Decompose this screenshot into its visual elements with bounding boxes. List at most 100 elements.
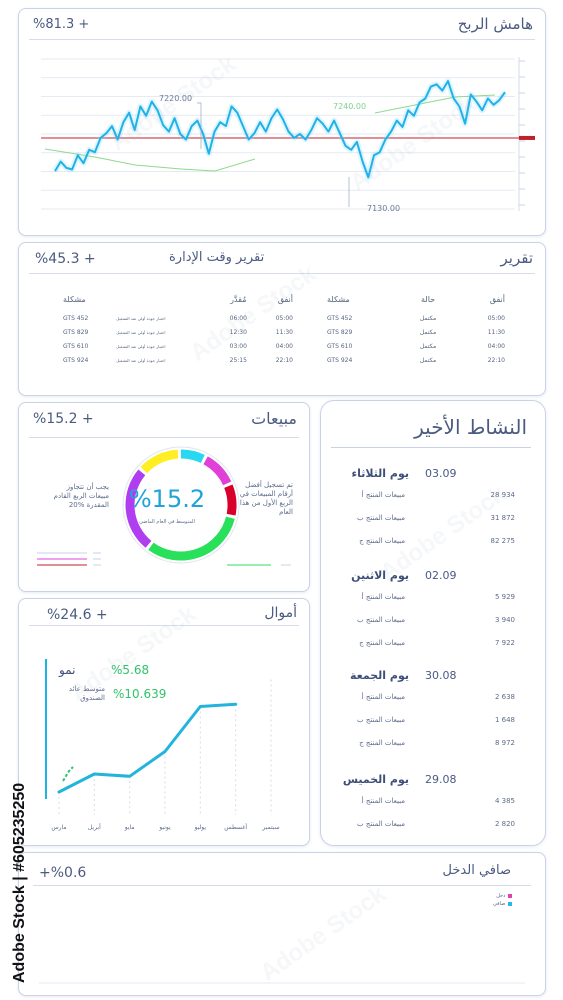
donut-slice [140, 449, 179, 474]
activity-row-label: مبيعات المنتج ج [359, 639, 405, 647]
list-item: مبيعات المنتج ب 31 872 [321, 514, 545, 524]
income-divider [33, 885, 531, 886]
sales-donut [37, 446, 291, 566]
cell-spent: 22:10 [275, 356, 293, 364]
cell-estimated: 06:00 [229, 314, 247, 322]
cell-issue: GTS 610 [327, 342, 353, 350]
report-panel: تقرير تقرير وقت الإدارة %45.3 + مشكلة مُ… [18, 242, 546, 396]
list-item: مبيعات المنتج ب 3 940 [321, 616, 545, 626]
x-tick-label: مايو [124, 824, 135, 831]
donut-slice [125, 469, 152, 548]
funds-growth-label: نمو [59, 663, 76, 677]
series-line [57, 702, 238, 794]
annotation-label: 7220.00 [159, 94, 192, 103]
cell-spent: 11:30 [487, 328, 505, 336]
activity-title: النشاط الأخير [414, 415, 527, 439]
funds-growth-value: %5.68 [111, 663, 150, 677]
x-tick-label: أبريل [88, 823, 101, 831]
cell-spent: 11:30 [275, 328, 293, 336]
income-legend: دخل صافي [493, 893, 513, 907]
sales-left-note: يجب أن تتجاوز مبيعات الربع القادم المقدر… [53, 483, 109, 509]
activity-divider [331, 447, 531, 448]
donut-slice [203, 456, 232, 486]
sales-title: مبيعات [251, 409, 297, 428]
report-table-left: مشكلة مُقدَّر أنفق GTS 452 اختبار جودة أ… [63, 287, 293, 367]
cell-desc: اختبار جودة أولي عند التشغيل [116, 357, 166, 363]
table-row[interactable]: GTS 452 مكتمل 05:00 [327, 311, 505, 325]
list-item: مبيعات المنتج ب 2 820 [321, 820, 545, 830]
cell-spent: 04:00 [487, 342, 505, 350]
profit-panel: هامش الربح %81.3 + 7220.00 7240.00 7130.00 [18, 8, 546, 236]
activity-row-label: مبيعات المنتج أ [361, 797, 405, 805]
stock-watermark: Adobe Stock | #605235250 [11, 782, 28, 983]
annotation-leader [197, 102, 202, 149]
activity-row-label: مبيعات المنتج أ [361, 593, 405, 601]
cell-desc: اختبار جودة أولي عند التشغيل [116, 343, 166, 349]
table-row[interactable]: GTS 924 مكتمل 22:10 [327, 353, 505, 367]
trend-line [374, 94, 496, 114]
sales-right-note: تم تسجيل أفضل أرقام المبيعات في الربع ال… [239, 481, 293, 516]
report-value: %45.3 + [35, 251, 96, 267]
activity-date: 30.08 [425, 669, 457, 682]
table-row[interactable]: GTS 452 اختبار جودة أولي عند التشغيل 06:… [63, 311, 293, 325]
activity-day-name: يوم الخميس [342, 773, 409, 786]
table-row[interactable]: GTS 610 مكتمل 04:00 [327, 339, 505, 353]
cell-spent: 05:00 [487, 314, 505, 322]
legend-item: دخل [493, 893, 513, 899]
funds-avg-value: %10.639 [113, 687, 167, 701]
cell-estimated: 25:15 [229, 356, 247, 364]
annotation-label: 7240.00 [333, 102, 366, 111]
cell-issue: GTS 452 [63, 314, 89, 322]
col-spent: أنفق [489, 294, 505, 304]
funds-title: أموال [264, 605, 297, 621]
list-item: مبيعات المنتج ج 7 922 [321, 639, 545, 649]
table-row[interactable]: GTS 610 اختبار جودة أولي عند التشغيل 03:… [63, 339, 293, 353]
col-status: حالة [420, 294, 436, 304]
report-title: تقرير [500, 249, 534, 267]
activity-row-value: 2 820 [494, 820, 515, 828]
list-item: مبيعات المنتج ج 82 275 [321, 537, 545, 547]
cell-estimated: 03:00 [229, 342, 247, 350]
legend-item: صافي [493, 901, 513, 907]
sales-value: %15.2 + [33, 411, 94, 427]
cell-issue: GTS 610 [63, 342, 89, 350]
list-item: مبيعات المنتج أ 5 929 [321, 593, 545, 603]
funds-panel: أموال %24.6 + نمو %5.68 متوسط عائد الصند… [18, 598, 310, 846]
activity-day-name: يوم الثلاثاء [351, 467, 409, 480]
activity-row-label: مبيعات المنتج ب [357, 616, 405, 624]
col-issue: مشكلة [327, 294, 350, 304]
x-tick-label: سبتمبر [261, 824, 279, 831]
col-issue: مشكلة [63, 294, 86, 304]
activity-row-value: 28 934 [490, 491, 516, 499]
report-divider [29, 273, 535, 274]
cell-spent: 04:00 [275, 342, 293, 350]
activity-day-name: يوم الجمعة [349, 669, 409, 682]
sales-panel: مبيعات %15.2 + يجب أن تتجاوز مبيعات الرب… [18, 402, 310, 592]
legend-label: صافي [493, 901, 506, 907]
funds-avg-label: متوسط عائد الصندوق [68, 685, 105, 702]
donut-slice [148, 516, 235, 561]
activity-row-value: 5 929 [494, 593, 515, 601]
table-row[interactable]: GTS 924 اختبار جودة أولي عند التشغيل 25:… [63, 353, 293, 367]
activity-date: 02.09 [425, 569, 457, 582]
table-row[interactable]: GTS 829 اختبار جودة أولي عند التشغيل 12:… [63, 325, 293, 339]
funds-divider [29, 625, 299, 626]
activity-row-value: 2 638 [494, 693, 515, 701]
donut-slice [180, 449, 205, 464]
reference-marker [519, 135, 535, 140]
income-chart [39, 982, 525, 984]
activity-date: 03.09 [425, 467, 457, 480]
funds-value: %24.6 + [47, 607, 108, 623]
cell-issue: GTS 452 [327, 314, 353, 322]
sales-center-value: %15.2 [128, 485, 206, 513]
activity-row-value: 1 648 [494, 716, 515, 724]
funds-chart: مارس أبريل مايو يونيو يوليو أغسطس سبتمبر [45, 659, 280, 831]
sales-left-legend [37, 552, 101, 566]
x-tick-label: يونيو [158, 824, 171, 831]
activity-row-label: مبيعات المنتج ب [357, 514, 405, 522]
cell-status: مكتمل [419, 328, 437, 336]
table-row[interactable]: GTS 829 مكتمل 11:30 [327, 325, 505, 339]
report-table-right: مشكلة حالة أنفق GTS 452 مكتمل 05:00 GTS … [327, 287, 505, 367]
list-item: مبيعات المنتج أ 28 934 [321, 491, 545, 501]
trend-marker [62, 766, 74, 782]
